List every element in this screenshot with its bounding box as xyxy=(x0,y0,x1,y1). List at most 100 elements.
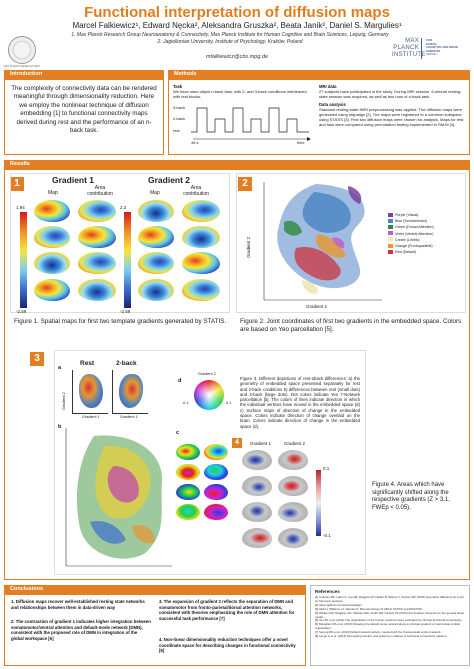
gradient-2-area-label: Area contribution xyxy=(183,185,209,197)
legend-label: Blue (Somatomotor) xyxy=(395,219,428,224)
author-list: Marcel Falkiewicz¹, Edward Nęcka², Aleks… xyxy=(72,21,402,30)
legend-label: Green (Dorsal Attention) xyxy=(395,225,434,230)
gradient-2-brain-lateral-right xyxy=(138,252,174,274)
reference-item: [6] Margulies DS et al. (2016) Situating… xyxy=(315,622,460,631)
color-wheel-left-label: -0.1 xyxy=(182,401,189,405)
gradient-2-area-medial-right xyxy=(182,279,220,301)
panel-4-number: 4 xyxy=(232,438,242,448)
gradient-1-area-medial-left xyxy=(78,226,116,248)
panel-1-number: 1 xyxy=(10,177,24,191)
figure-4-caption: Figure 4. Areas which have significantly… xyxy=(372,482,450,511)
figure-2-caption: Figure 2. Joint coordinates of first two… xyxy=(240,318,462,333)
color-wheel-top-label: Gradient 2 xyxy=(198,372,216,376)
gradient-1-brain-lateral-left xyxy=(34,200,70,222)
figure-1-caption: Figure 1. Spatial maps for first two tem… xyxy=(14,318,227,325)
gradient-1-area-lateral-left xyxy=(78,200,116,222)
task-row-3back: 3-back xyxy=(173,105,186,110)
direction-map-4 xyxy=(204,464,228,480)
sig-map-g1-1 xyxy=(242,450,272,470)
task-time-axis: time xyxy=(297,140,305,145)
panel-3a-y-label: Gradient 2 xyxy=(62,392,66,410)
contact-email[interactable]: mfalkiewicz@cbs.mpg.de xyxy=(205,54,269,60)
legend-swatch xyxy=(388,231,393,236)
legend-label: Orange (Frontoparietal) xyxy=(395,244,433,249)
mpi-logo-side1: FOR xyxy=(426,38,432,42)
gradient-2-brain-lateral-left xyxy=(138,200,174,222)
gradient-2-scale-max: 2.2 xyxy=(120,205,127,210)
sig-map-g1-4 xyxy=(242,528,272,548)
mpi-cbs-logo: MAX PLANCK INSTITUTE FOR HUMAN COGNITIVE… xyxy=(392,38,462,64)
legend-item: Blue (Somatomotor) xyxy=(388,218,468,224)
panel-2-frame xyxy=(236,173,466,313)
panel-2-number: 2 xyxy=(238,177,252,191)
task-row-2back: 2-back xyxy=(173,116,186,121)
legend-swatch xyxy=(388,224,393,229)
conclusions-box: 1. Diffusion maps recover well-establish… xyxy=(4,594,306,666)
gradient-2-title: Gradient 2 xyxy=(148,175,191,185)
legend-item: Cream (Limbic) xyxy=(388,237,468,243)
mpi-logo-side4: LEIPZIG xyxy=(426,52,437,57)
gradient-1-scale-max: 1.94 xyxy=(16,205,25,210)
gradient-2-area-lateral-right xyxy=(182,252,220,274)
gradient-2-brain-medial-right xyxy=(138,279,174,301)
gradient-1-brain-lateral-right xyxy=(34,252,70,274)
color-wheel-right-label: 0.1 xyxy=(226,401,232,405)
panel-3a-x-label-2back: Gradient 1 xyxy=(120,415,138,419)
task-heading: Task xyxy=(173,84,183,89)
panel-4-scale-min: -0.1 xyxy=(323,533,331,538)
gradient-1-area-medial-right xyxy=(78,279,116,301)
scatter-x-label: Gradient 1 xyxy=(306,304,328,309)
legend-item: Orange (Frontoparietal) xyxy=(388,243,468,249)
panel-3a-label: a xyxy=(58,365,62,371)
gradient-1-scale-min: -2.59 xyxy=(16,309,27,314)
panel-3-number: 3 xyxy=(30,352,44,366)
legend-label: Red (Default) xyxy=(395,250,417,255)
gradient-1-title: Gradient 1 xyxy=(52,175,95,185)
sig-map-g2-4 xyxy=(278,528,308,548)
task-text: We have used object n-back task, with 2-… xyxy=(173,89,307,99)
task-time-start: 46 s xyxy=(191,140,199,145)
legend-swatch xyxy=(388,249,393,254)
methods-header: Methods xyxy=(168,70,470,79)
references-box: References [1] Coifman RR, Lafon S, Lee … xyxy=(310,585,470,666)
reference-item: [4] Winkler AM, Ridgway GR, Webster MA, … xyxy=(315,610,465,619)
panel-1-frame xyxy=(10,173,230,313)
mpi-logo-line3: INSTITUTE xyxy=(392,52,426,58)
gradient-2-area-medial-left xyxy=(182,226,220,248)
poster-title: Functional interpretation of diffusion m… xyxy=(84,4,390,21)
gradient-1-brain-medial-right xyxy=(34,279,70,301)
sig-map-g2-2 xyxy=(278,476,308,496)
rest-2back-difference-plot xyxy=(65,428,172,567)
rest-scatter xyxy=(72,370,108,414)
gradient-2-map-label: Map xyxy=(150,190,160,196)
introduction-text: The complexity of connectivity data can … xyxy=(11,85,157,135)
conclusion-2: 2. The contraction of gradient 1 indicat… xyxy=(11,619,151,641)
mri-heading: MRI data xyxy=(319,84,337,89)
direction-map-5 xyxy=(176,484,200,500)
reference-item: [1] Coifman RR, Lafon S, Lee AB, Maggion… xyxy=(315,595,464,603)
direction-map-1 xyxy=(176,444,200,460)
mri-text: 27 subjects have participated in the stu… xyxy=(319,89,462,99)
conclusion-1: 1. Diffusion maps recover well-establish… xyxy=(11,599,145,610)
scatter-y-label: Gradient 2 xyxy=(246,236,251,258)
twoback-label: 2-back xyxy=(116,360,137,367)
reference-item: [5] Yeo BT et al. (2011) The organizatio… xyxy=(315,618,464,623)
conclusions-header: Conclusions xyxy=(4,585,306,594)
legend-swatch xyxy=(388,237,393,242)
direction-map-7 xyxy=(176,504,200,520)
affiliation-1: 1. Max Planck Research Group Neuroanatom… xyxy=(71,32,389,38)
panel-3c-label: c xyxy=(176,430,180,436)
legend-item: Green (Dorsal Attention) xyxy=(388,224,468,230)
panel-3b-label: b xyxy=(58,424,62,430)
panel-4-colorbar xyxy=(316,470,321,536)
panel-3d-label: d xyxy=(178,378,182,384)
yeo-network-legend: Purple (Visual) Blue (Somatomotor) Green (… xyxy=(388,212,468,255)
references-list: [1] Coifman RR, Lafon S, Lee AB, Maggion… xyxy=(315,595,465,639)
legend-label: Cream (Limbic) xyxy=(395,237,420,242)
mpi-logo-line1: MAX xyxy=(405,38,419,44)
gradient-2-colorbar xyxy=(124,212,131,308)
reference-item: [3] Abdi H, Williams LJ, Valentin D, Ben… xyxy=(315,606,425,611)
results-header: Results xyxy=(4,160,470,169)
references-heading: References xyxy=(315,589,340,594)
introduction-box: The complexity of connectivity data can … xyxy=(4,79,164,155)
